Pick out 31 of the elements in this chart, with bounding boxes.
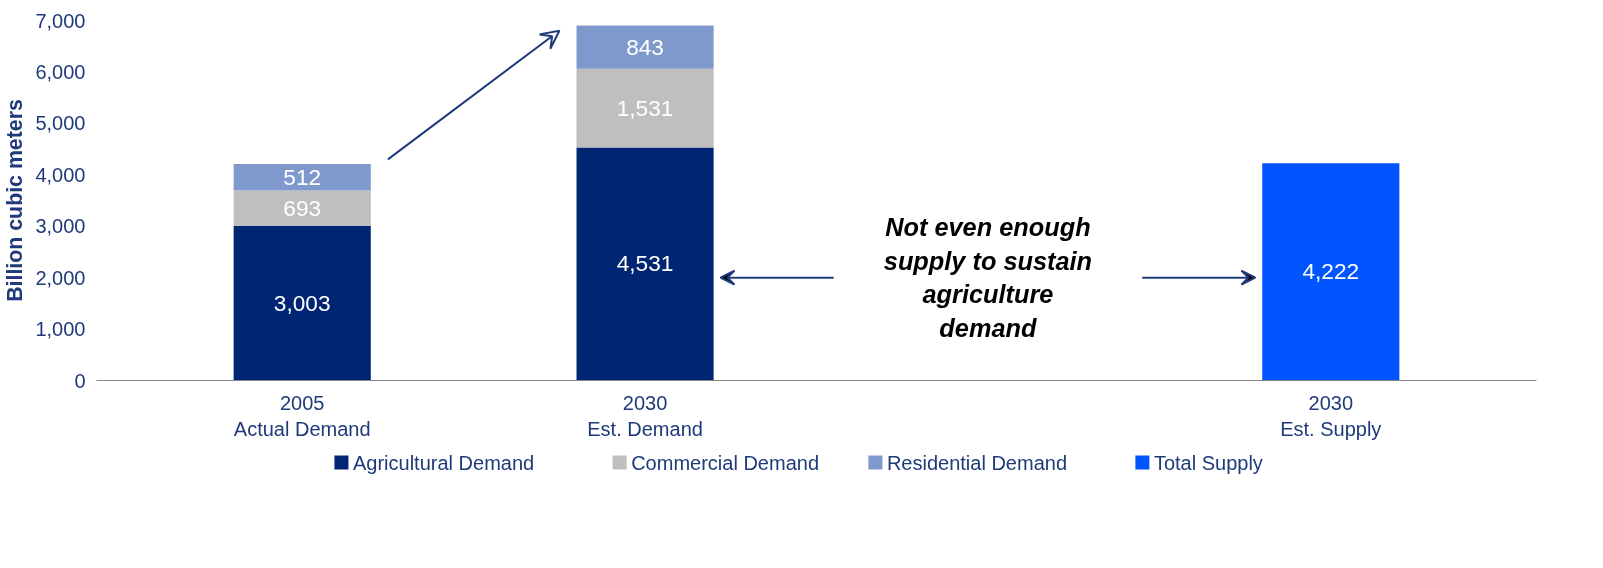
y-tick-label: 7,000 [35,9,86,32]
y-tick-label: 2,000 [35,266,86,289]
bar [576,68,714,148]
annotation: Not even enough supply to sustain agriculture demand [883,213,1093,343]
data-label: 4,222 [1302,258,1360,285]
y-tick-label: 1,000 [35,318,86,341]
y-tick-label: 3,000 [35,215,86,238]
y-axis-title: Billion cubic meters [3,99,28,302]
bar [576,25,714,69]
bar [233,226,371,381]
x-tick-label: 2005 Actual Demand [233,391,371,440]
data-label: 1,531 [616,94,674,121]
y-tick-label: 4,000 [35,163,86,186]
bar [576,147,714,381]
data-label: 512 [283,163,322,190]
legend-label: Residential Demand [886,451,1068,474]
x-tick-label: 2030 Est. Supply [1280,391,1382,440]
y-tick-label: 5,000 [35,112,86,135]
legend-label: Agricultural Demand [352,451,535,474]
x-tick-label: 2030 Est. Demand [587,391,703,440]
bar [233,164,371,191]
bar [1262,163,1400,381]
y-tick-label: 6,000 [35,60,86,83]
data-label: 4,531 [616,250,674,277]
data-label: 693 [283,194,322,221]
data-label: 843 [626,33,664,60]
y-tick-label: 0 [74,369,86,392]
legend-label: Total Supply [1153,451,1263,474]
data-label: 3,003 [273,289,331,316]
legend-label: Commercial Demand [631,451,820,474]
bar [233,190,371,227]
